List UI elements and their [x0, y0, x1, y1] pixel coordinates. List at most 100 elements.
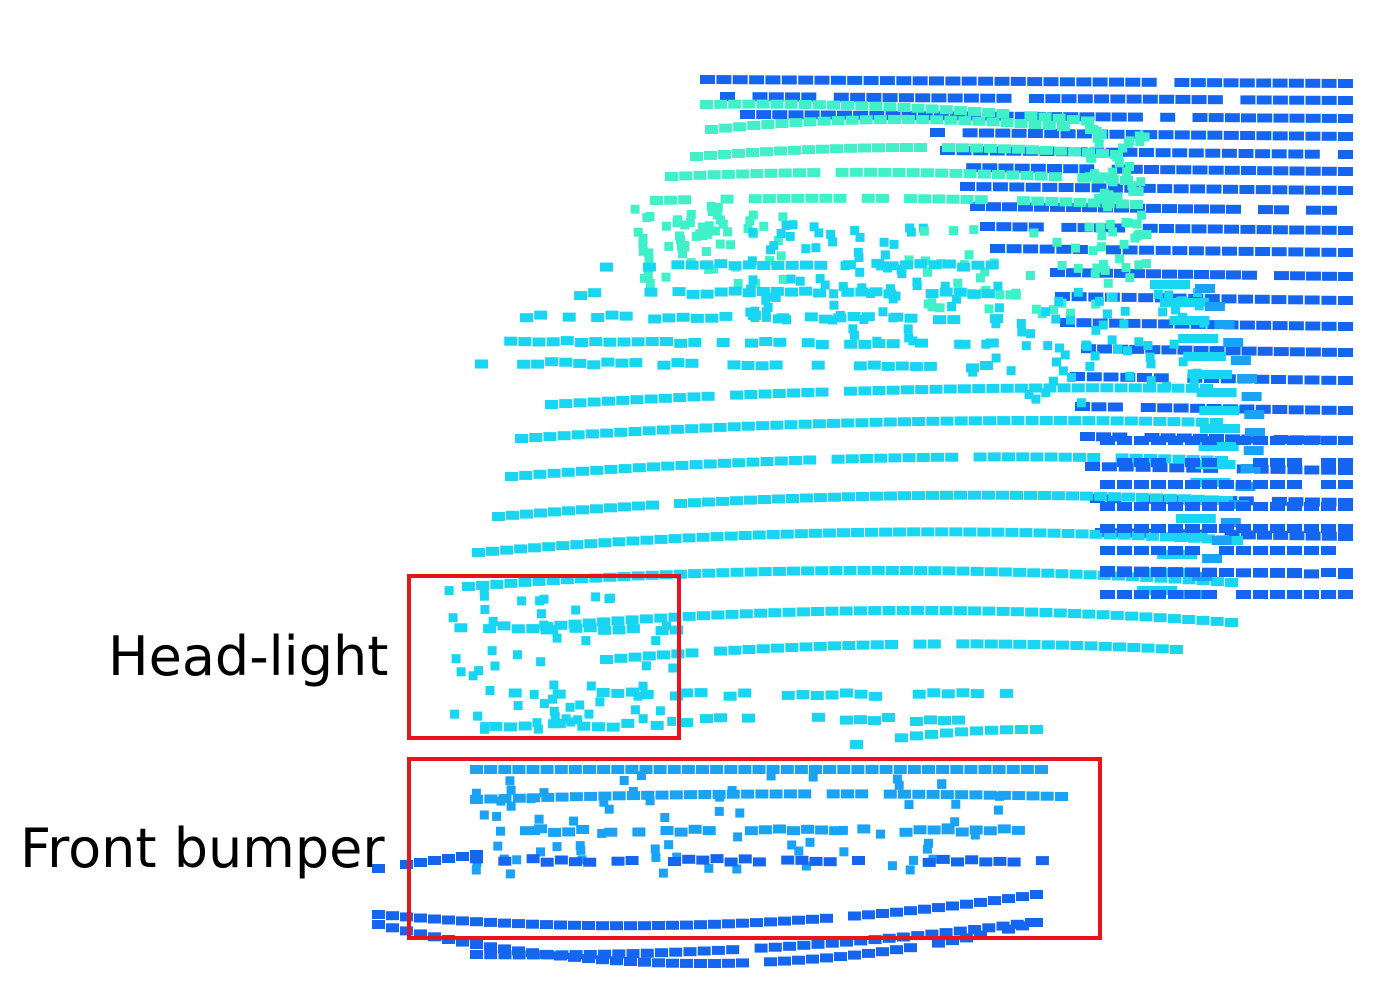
- scan-point: [1020, 765, 1034, 774]
- scan-point: [1018, 202, 1033, 212]
- scan-point: [562, 827, 576, 837]
- scatter-point: [922, 844, 932, 854]
- scan-point: [817, 116, 831, 126]
- scan-point: [1138, 293, 1154, 303]
- scatter-point: [1134, 187, 1144, 196]
- scan-point: [1134, 568, 1149, 577]
- scan-point: [1141, 643, 1155, 653]
- scan-point: [742, 99, 756, 109]
- scan-point: [725, 609, 739, 619]
- scan-point: [1270, 458, 1285, 467]
- scan-point: [904, 313, 918, 323]
- scan-point: [1272, 78, 1288, 88]
- scan-point: [928, 566, 942, 576]
- scan-point: [904, 943, 917, 953]
- scatter-point: [1121, 217, 1131, 227]
- scan-point: [1130, 200, 1143, 209]
- scan-point: [1157, 403, 1173, 413]
- scan-point: [497, 621, 511, 631]
- scatter-point: [513, 650, 522, 660]
- scatter-point: [885, 284, 895, 294]
- scan-point: [1321, 465, 1337, 475]
- scan-point: [1240, 95, 1256, 105]
- scatter-point: [628, 786, 638, 796]
- scatter-point: [1096, 223, 1106, 232]
- scan-point: [585, 429, 599, 439]
- scan-point: [799, 286, 813, 296]
- scan-point: [742, 713, 755, 723]
- scan-point: [1290, 271, 1305, 281]
- scan-point: [1257, 113, 1273, 123]
- scan-point: [639, 765, 653, 774]
- scan-point: [1084, 641, 1098, 651]
- scan-point: [1159, 224, 1174, 233]
- scatter-point: [909, 855, 918, 865]
- corner-point: [1204, 302, 1225, 311]
- corner-point: [1237, 374, 1258, 383]
- scan-point: [860, 454, 873, 463]
- scan-point: [920, 168, 934, 178]
- scan-point: [1223, 78, 1239, 88]
- scan-point: [852, 856, 865, 865]
- corner-point: [1223, 338, 1244, 347]
- scan-point: [801, 338, 815, 348]
- scatter-point: [828, 237, 838, 247]
- scan-point: [1223, 130, 1239, 140]
- scan-point: [907, 765, 921, 774]
- scan-point: [927, 688, 941, 698]
- scan-point: [750, 918, 763, 928]
- scatter-point: [1100, 265, 1110, 275]
- scan-point: [872, 386, 886, 395]
- scan-point: [470, 850, 483, 859]
- scan-point: [1254, 294, 1270, 304]
- scan-point: [745, 338, 758, 348]
- scan-point: [1287, 480, 1302, 489]
- scan-point: [1014, 163, 1030, 173]
- scan-point: [1185, 546, 1200, 555]
- scatter-point: [975, 273, 985, 283]
- scan-point: [1253, 546, 1268, 555]
- scan-point: [1304, 295, 1320, 305]
- scan-point: [1304, 569, 1319, 579]
- scan-point: [1157, 184, 1173, 194]
- scan-point: [612, 949, 626, 959]
- scan-point: [682, 854, 696, 864]
- scan-point: [784, 420, 798, 430]
- scan-point: [719, 123, 733, 133]
- corner-point: [1202, 554, 1223, 563]
- scan-point: [986, 117, 1000, 127]
- scan-point: [1027, 640, 1041, 649]
- scatter-point: [595, 697, 605, 707]
- scan-point: [1253, 502, 1268, 511]
- scan-point: [685, 358, 699, 368]
- scan-point: [1080, 432, 1095, 441]
- scan-point: [652, 958, 665, 968]
- scan-point: [596, 921, 609, 931]
- scan-point: [1040, 791, 1054, 801]
- scan-point: [783, 789, 797, 799]
- scan-point: [939, 928, 953, 938]
- scatter-point: [1057, 261, 1067, 270]
- scatter-point: [1120, 306, 1130, 316]
- scan-point: [973, 452, 987, 462]
- scan-point: [1338, 524, 1353, 533]
- scan-point: [741, 361, 755, 370]
- scan-point: [1054, 416, 1067, 425]
- scan-point: [970, 726, 983, 736]
- scan-point: [690, 152, 703, 161]
- scatter-point: [678, 249, 687, 259]
- scan-point: [727, 360, 741, 370]
- scan-point: [1151, 436, 1166, 445]
- scan-point: [1069, 569, 1083, 579]
- scatter-point: [468, 671, 478, 681]
- scan-point: [813, 288, 827, 298]
- scatter-point: [496, 796, 506, 806]
- scan-point: [683, 947, 697, 957]
- scan-point: [1194, 270, 1209, 279]
- scan-point: [518, 577, 532, 587]
- scan-point: [1157, 383, 1171, 393]
- scan-point: [1185, 524, 1200, 533]
- scan-point: [957, 262, 971, 272]
- scan-point: [618, 502, 631, 512]
- scan-point: [611, 688, 625, 698]
